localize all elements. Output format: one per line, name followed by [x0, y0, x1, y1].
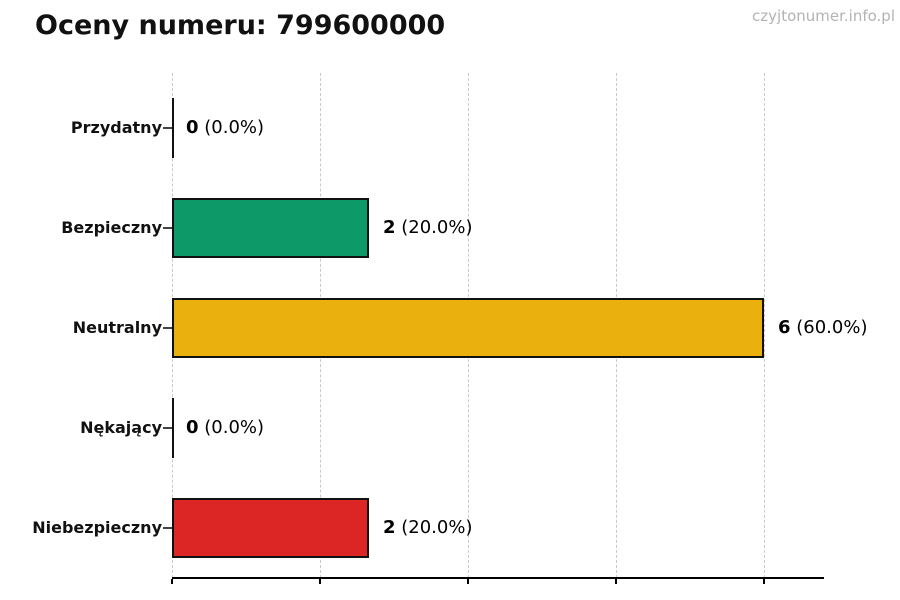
- x-axis-line: [172, 577, 824, 579]
- value-number: 2: [383, 516, 396, 538]
- x-axis-tick: [319, 579, 321, 584]
- value-label: 2 (20.0%): [383, 198, 472, 258]
- x-axis-tick: [467, 579, 469, 584]
- y-axis-tick: [163, 426, 172, 429]
- value-percent: (0.0%): [198, 116, 265, 138]
- value-number: 0: [186, 416, 199, 438]
- value-label: 6 (60.0%): [778, 298, 867, 358]
- y-axis-tick: [163, 126, 172, 129]
- category-label: Nękający: [80, 417, 162, 437]
- x-axis-tick: [171, 579, 173, 584]
- value-number: 0: [186, 116, 199, 138]
- bar: [172, 497, 369, 558]
- x-axis-tick: [763, 579, 765, 584]
- value-label: 2 (20.0%): [383, 498, 472, 558]
- value-label: 0 (0.0%): [186, 98, 264, 158]
- category-label: Przydatny: [70, 117, 162, 137]
- x-gridline: [764, 73, 765, 578]
- watermark-text: czyjtonumer.info.pl: [752, 7, 895, 25]
- category-label: Bezpieczny: [61, 217, 162, 237]
- bar-zero-value: [172, 97, 174, 158]
- chart-title: Oceny numeru: 799600000: [35, 10, 446, 41]
- value-number: 6: [778, 316, 791, 338]
- value-percent: (20.0%): [395, 516, 473, 538]
- bar-zero-value: [172, 397, 174, 458]
- value-number: 2: [383, 216, 396, 238]
- y-axis-tick: [163, 226, 172, 229]
- x-axis-tick: [615, 579, 617, 584]
- y-axis-tick: [163, 326, 172, 329]
- value-percent: (0.0%): [198, 416, 265, 438]
- plot-area: 0 (0.0%) 2 (20.0%) 6 (60.0%) 0 (0.0%) 2 (20.…: [172, 73, 867, 578]
- category-label: Niebezpieczny: [32, 517, 162, 537]
- y-axis-tick: [163, 526, 172, 529]
- category-label: Neutralny: [72, 317, 162, 337]
- value-percent: (20.0%): [395, 216, 473, 238]
- bar: [172, 297, 764, 358]
- value-label: 0 (0.0%): [186, 398, 264, 458]
- bar: [172, 197, 369, 258]
- value-percent: (60.0%): [790, 316, 868, 338]
